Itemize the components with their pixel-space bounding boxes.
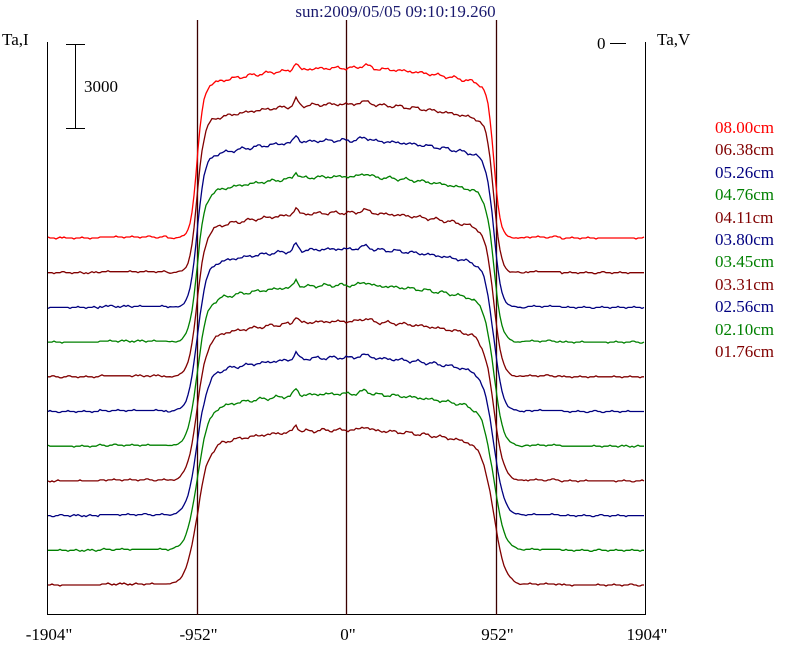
- zero-marker-label: 0: [597, 34, 606, 53]
- chart-title: sun:2009/05/05 09:10:19.260: [295, 2, 496, 21]
- legend-item: 01.76cm: [715, 342, 775, 362]
- x-tick-label: 1904": [626, 625, 668, 644]
- legend-item: 05.26cm: [715, 162, 775, 182]
- series-line-08.00cm: [47, 62, 645, 240]
- legend-item: 02.56cm: [715, 297, 775, 317]
- series-line-01.76cm: [48, 423, 644, 587]
- x-tick-label: 0": [340, 625, 356, 644]
- series-line-03.31cm: [47, 317, 645, 483]
- x-tick-label: -1904": [25, 625, 73, 644]
- series-line-02.56cm: [48, 350, 644, 518]
- series-line-05.26cm: [47, 134, 645, 310]
- scale-bar: [66, 44, 85, 129]
- y-axis-label-right: Ta,V: [657, 30, 691, 49]
- legend-item: 06.38cm: [715, 140, 775, 160]
- legend-item: 04.11cm: [715, 207, 774, 227]
- vertical-reference-lines: [196, 20, 498, 615]
- x-tick-label: -952": [179, 625, 218, 644]
- series-line-02.10cm: [48, 387, 644, 553]
- series-line-04.76cm: [48, 171, 645, 344]
- scale-bar-label: 3000: [84, 77, 118, 96]
- series-lines: [47, 62, 645, 587]
- legend: 08.00cm 06.38cm 05.26cm 04.76cm 04.11cm 03.80…: [715, 117, 774, 363]
- series-line-03.45cm: [47, 277, 644, 448]
- y-axis-label-left: Ta,I: [2, 30, 29, 49]
- legend-item: 03.31cm: [715, 274, 775, 294]
- legend-item: 03.45cm: [715, 252, 775, 272]
- series-line-06.38cm: [48, 95, 644, 275]
- x-tick-label: 952": [481, 625, 514, 644]
- legend-item: 08.00cm: [715, 118, 775, 137]
- series-line-04.11cm: [48, 206, 644, 379]
- legend-item: 03.80cm: [715, 230, 775, 250]
- series-line-03.80cm: [47, 241, 644, 414]
- legend-item: 02.10cm: [715, 319, 775, 339]
- legend-item: 04.76cm: [715, 185, 775, 205]
